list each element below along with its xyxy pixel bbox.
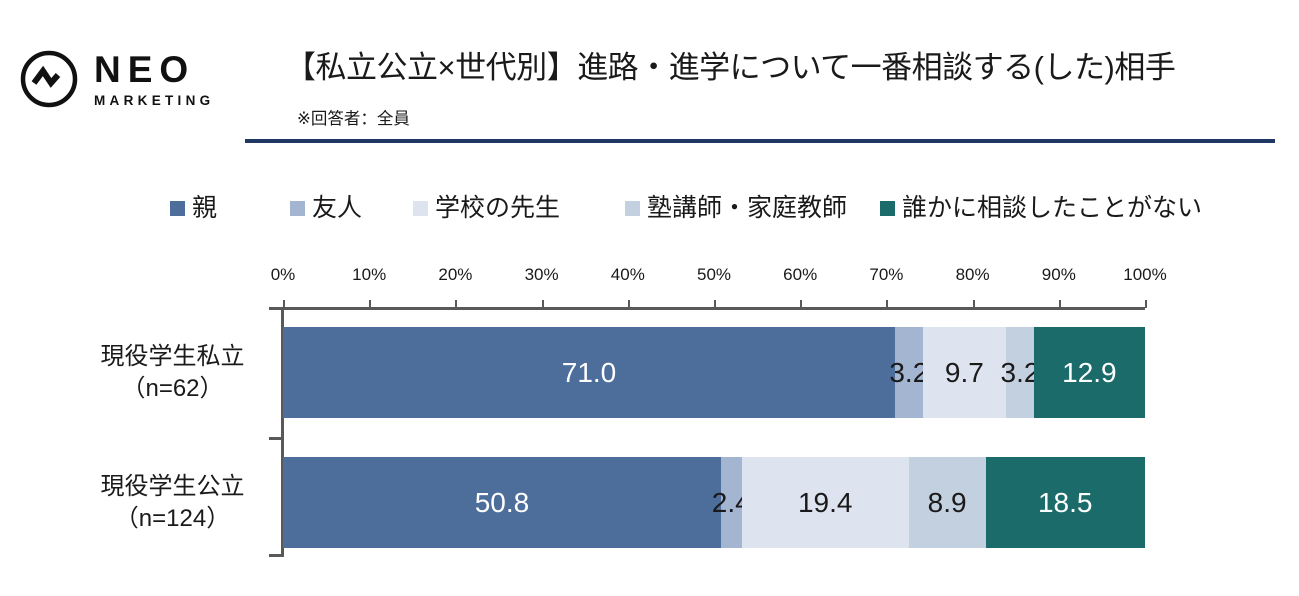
legend-item-2[interactable]: 友人: [290, 196, 362, 221]
bar-segment-value: 9.7: [944, 356, 984, 388]
x-axis-tick-mark: [1058, 300, 1061, 308]
bar-segment-value: 19.4: [797, 486, 853, 518]
x-axis-tick-label: 100%: [1123, 265, 1167, 284]
legend-label: 塾講師・家庭教師: [647, 194, 848, 222]
bar-segment-value: 18.5: [1037, 486, 1093, 518]
x-axis-tick-label: 60%: [783, 265, 818, 284]
y-axis-line: [281, 307, 284, 557]
x-axis-tick-label: 50%: [696, 265, 732, 284]
neo-wave-circle-icon: [20, 50, 78, 108]
x-axis-tick-label: 10%: [352, 265, 387, 284]
header-divider: [245, 139, 1275, 143]
bar-segment-value: 50.8: [474, 486, 530, 518]
bar-segment: 8.9: [908, 457, 986, 548]
x-axis-tick-label: 0%: [270, 265, 296, 284]
category-label-sample: （n=62）: [121, 374, 224, 402]
page-header: NEO MARKETING 【私立公立×世代別】進路・進学について一番相談する(…: [0, 0, 1299, 150]
x-axis-tick-mark: [886, 300, 889, 308]
bar-segment: 19.4: [741, 457, 909, 548]
bar-segment-value: 3.2: [889, 356, 929, 388]
x-axis-tick-mark: [283, 300, 285, 308]
category-label: 現役学生公立 （n=124）: [70, 471, 275, 534]
legend-item-4[interactable]: 塾講師・家庭教師: [625, 196, 847, 221]
bar-row: 71.0 3.2 9.7 3.2 12.9: [283, 327, 1145, 418]
category-label-name: 現役学生公立: [100, 473, 245, 500]
bar-row: 50.8 2.4 19.4 8.9 18.5: [283, 457, 1145, 548]
y-axis-tick-mark: [269, 554, 282, 557]
page-subtitle: ※回答者：全員: [297, 110, 410, 128]
bar-segment: 2.4: [712, 457, 751, 548]
legend-label: 親: [192, 194, 218, 222]
legend-swatch-icon: [880, 201, 895, 216]
bar-segment-value: 12.9: [1062, 356, 1117, 388]
brand-logo: NEO MARKETING: [18, 48, 214, 110]
category-label-sample: （n=124）: [114, 504, 231, 532]
legend-label: 友人: [312, 194, 363, 222]
bar-segment-value: 8.9: [927, 486, 967, 518]
plot-area: 71.0 3.2 9.7 3.2 12.9 50.8 2.4 19.4 8.9 18.5: [269, 300, 1147, 557]
x-axis-tick-label: 90%: [1041, 265, 1076, 284]
x-axis-tick-mark: [369, 300, 372, 308]
x-axis-tick-labels: 0% 10% 20% 30% 40% 50% 60% 70% 80% 90% 100%: [0, 265, 1299, 291]
x-axis-tick-mark: [1145, 300, 1147, 308]
bar-segment-value: 3.2: [1000, 356, 1040, 388]
x-axis-tick-label: 30%: [524, 265, 559, 284]
legend-swatch-icon: [290, 201, 305, 216]
legend-swatch-icon: [413, 201, 428, 216]
bar-segment: 71.0: [283, 327, 896, 418]
x-axis-tick-mark: [627, 300, 630, 308]
bar-segment: 50.8: [283, 457, 721, 548]
brand-tagline: MARKETING: [94, 92, 215, 108]
bar-segment: 18.5: [985, 457, 1145, 548]
x-axis-tick-mark: [972, 300, 975, 308]
category-label: 現役学生私立 （n=62）: [70, 341, 275, 404]
legend-label: 学校の先生: [435, 194, 561, 222]
bar-segment-value: 71.0: [561, 356, 617, 388]
x-axis-tick-label: 20%: [438, 265, 473, 284]
bar-segment: 12.9: [1033, 327, 1145, 418]
chart-legend: 親 友人 学校の先生 塾講師・家庭教師 誰かに相談したことがない: [170, 196, 1260, 228]
stacked-bar-chart: 0% 10% 20% 30% 40% 50% 60% 70% 80% 90% 100% 71.0 3.…: [0, 255, 1299, 585]
x-axis-tick-mark: [800, 300, 803, 308]
legend-item-5[interactable]: 誰かに相談したことがない: [880, 196, 1202, 221]
y-axis-tick-mark: [269, 307, 282, 310]
x-axis-tick-label: 70%: [869, 265, 904, 284]
x-axis-tick-mark: [714, 300, 716, 308]
x-axis-line: [283, 307, 1145, 310]
bar-segment: 3.2: [889, 327, 928, 418]
page-title: 【私立公立×世代別】進路・進学について一番相談する(した)相手: [285, 50, 1176, 85]
y-axis-tick-mark: [269, 437, 282, 440]
x-axis-tick-mark: [455, 300, 458, 308]
legend-item-1[interactable]: 親: [170, 196, 217, 221]
legend-item-3[interactable]: 学校の先生: [413, 196, 560, 221]
x-axis-tick-label: 80%: [955, 265, 990, 284]
bar-segment: 3.2: [1001, 327, 1039, 418]
legend-swatch-icon: [625, 201, 640, 216]
x-axis-tick-label: 40%: [610, 265, 645, 284]
legend-swatch-icon: [170, 201, 185, 216]
x-axis-tick-mark: [541, 300, 544, 308]
bar-segment: 9.7: [922, 327, 1007, 418]
category-label-name: 現役学生私立: [100, 343, 245, 370]
legend-label: 誰かに相談したことがない: [902, 194, 1203, 222]
brand-name: NEO: [94, 48, 196, 90]
